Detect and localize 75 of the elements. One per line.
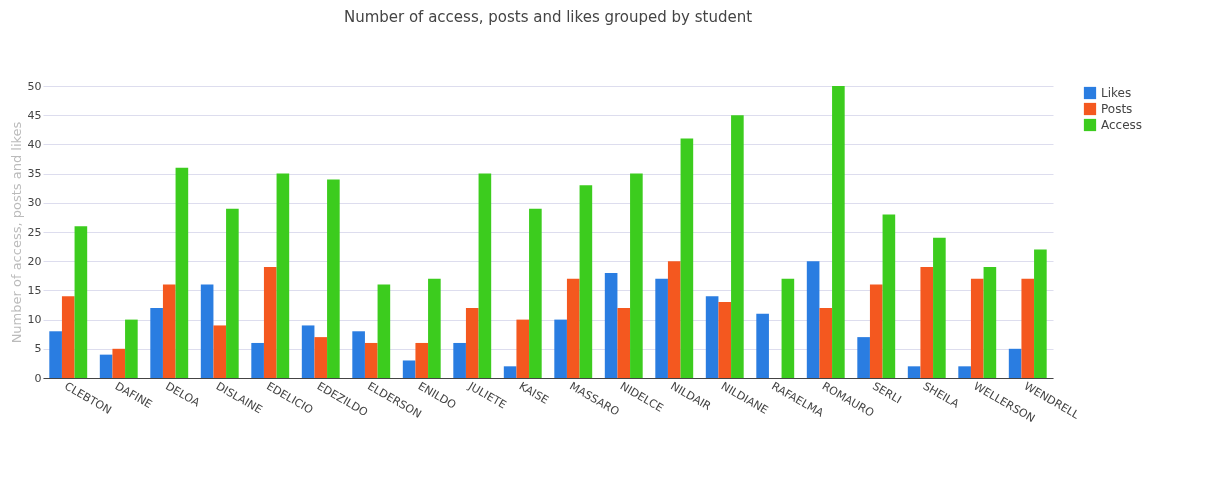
bar xyxy=(162,284,176,378)
y-tick-label: 35 xyxy=(27,167,42,181)
legend-label: Access xyxy=(1101,118,1143,132)
y-tick-label: 40 xyxy=(27,137,42,151)
bar xyxy=(352,331,365,378)
bar xyxy=(301,325,315,378)
bar xyxy=(680,138,694,378)
bar xyxy=(806,261,820,378)
bar xyxy=(516,319,530,378)
y-tick-label: 25 xyxy=(27,225,42,239)
bar xyxy=(869,284,883,378)
bar xyxy=(832,86,845,378)
bar xyxy=(819,307,833,378)
y-tick-label: 5 xyxy=(34,342,42,356)
bar xyxy=(465,307,479,378)
bar xyxy=(125,319,138,378)
bar xyxy=(327,179,340,378)
y-tick-label: 45 xyxy=(27,108,42,122)
bar xyxy=(251,342,264,378)
bar xyxy=(478,173,492,378)
y-tick-label: 50 xyxy=(27,79,42,93)
bar xyxy=(529,208,542,378)
y-tick-label: 30 xyxy=(27,196,42,210)
bar xyxy=(731,115,744,378)
bar xyxy=(907,366,921,378)
bar xyxy=(617,307,631,378)
bar xyxy=(882,214,896,378)
bar xyxy=(428,278,441,378)
bar xyxy=(604,272,618,378)
y-tick-label: 0 xyxy=(34,371,42,385)
bar xyxy=(1021,278,1035,378)
bar xyxy=(781,278,795,378)
bar xyxy=(983,267,997,378)
y-tick-label: 10 xyxy=(27,313,42,327)
legend-label: Likes xyxy=(1101,86,1132,100)
bar xyxy=(920,267,934,378)
bar xyxy=(655,278,668,378)
bar xyxy=(200,284,214,378)
bar xyxy=(213,325,227,378)
bar xyxy=(377,284,391,378)
bar xyxy=(402,360,416,378)
bar xyxy=(453,342,466,378)
bar xyxy=(74,226,88,378)
bar xyxy=(263,267,277,378)
bar xyxy=(579,185,593,378)
bar xyxy=(112,348,126,378)
bar xyxy=(226,208,239,378)
bar xyxy=(1008,348,1022,378)
bar xyxy=(99,354,113,378)
bar xyxy=(718,302,732,378)
bar xyxy=(554,319,567,378)
bar xyxy=(1034,249,1047,378)
bar xyxy=(667,261,681,378)
bar xyxy=(566,278,580,378)
bar xyxy=(276,173,290,378)
bar xyxy=(958,366,971,378)
bar xyxy=(970,278,984,378)
y-tick-label: 15 xyxy=(27,283,42,297)
bar xyxy=(49,331,62,378)
bar xyxy=(150,307,163,378)
bar xyxy=(857,337,870,378)
bar xyxy=(415,342,429,378)
bar xyxy=(630,173,643,378)
y-axis-title: Number of access, posts and likes xyxy=(8,121,24,344)
bar xyxy=(756,313,769,378)
bar xyxy=(705,296,719,378)
bar xyxy=(933,237,946,378)
bar xyxy=(175,167,189,378)
y-tick-label: 20 xyxy=(27,254,42,268)
bar xyxy=(503,366,517,378)
bar xyxy=(364,342,378,378)
legend-label: Posts xyxy=(1101,102,1133,116)
chart-title: Number of access, posts and likes grouped by student xyxy=(343,8,753,26)
bar xyxy=(61,296,75,378)
bar xyxy=(314,337,328,378)
